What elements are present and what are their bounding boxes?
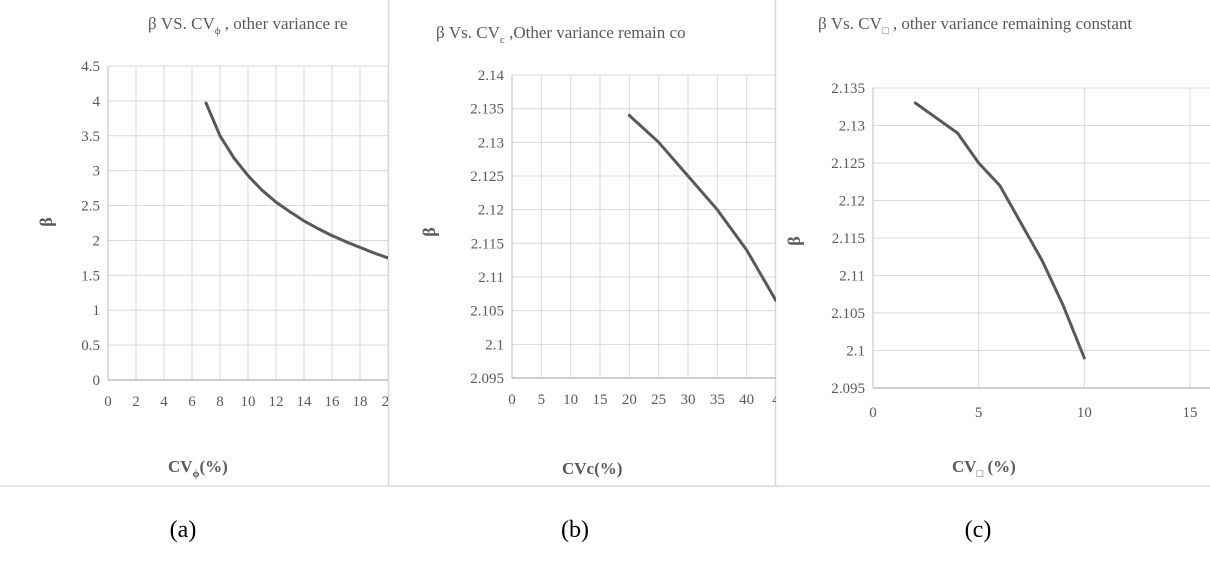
x-tick-label: 4 <box>160 394 168 410</box>
y-tick-label: 2.11 <box>478 270 504 286</box>
y-axis-label: β <box>784 236 804 245</box>
x-tick-label: 14 <box>297 394 313 410</box>
y-tick-label: 2.12 <box>478 203 504 219</box>
x-tick-label: 12 <box>269 394 284 410</box>
x-tick-label: 15 <box>593 392 608 408</box>
series-line <box>627 113 776 303</box>
y-tick-label: 2.135 <box>831 81 865 97</box>
x-tick-label: 0 <box>508 392 516 408</box>
y-tick-label: 2.105 <box>831 306 865 322</box>
y-tick-label: 2.12 <box>839 194 865 210</box>
chart-panel-a: 0 0.5 1 1.5 2 2.5 3 3.5 4 4.5 0 2 4 6 8 10 12 14 16 18 2( β V… <box>36 14 395 480</box>
y-tick-label: 2.115 <box>471 236 504 252</box>
y-tick-label: 2.5 <box>81 199 100 215</box>
x-tick-label: 10 <box>563 392 578 408</box>
y-tick-label: 3 <box>93 164 101 180</box>
y-tick-label: 3.5 <box>81 129 100 145</box>
x-tick-label: 2 <box>132 394 140 410</box>
caption-a: (a) <box>169 517 197 543</box>
x-tick-label: 4 <box>772 392 780 408</box>
y-tick-label: 4.5 <box>81 59 100 75</box>
x-tick-label: 10 <box>1077 405 1092 421</box>
x-tick-label: 15 <box>1183 405 1198 421</box>
y-tick-label: 1 <box>93 303 101 319</box>
x-tick-label: 10 <box>241 394 256 410</box>
y-tick-label: 2.11 <box>839 269 865 285</box>
y-tick-label: 4 <box>93 94 101 110</box>
y-tick-label: 2.13 <box>839 119 865 135</box>
y-tick-label: 0 <box>93 373 101 389</box>
x-tick-label: 16 <box>325 394 341 410</box>
x-tick-label: 30 <box>681 392 696 408</box>
x-tick-label: 35 <box>710 392 725 408</box>
chart-panel-c: 2.095 2.1 2.105 2.11 2.115 2.12 2.125 2.13 2.135… <box>784 14 1210 480</box>
y-tick-label: 2.14 <box>478 68 505 84</box>
x-tick-label: 6 <box>188 394 196 410</box>
y-tick-label: 2.13 <box>478 135 504 151</box>
chart-panel-b: 2.095 2.1 2.105 2.11 2.115 2.12 2.125 2.13 2.135… <box>419 23 780 478</box>
y-tick-label: 2.105 <box>470 304 504 320</box>
y-tick-label: 2.1 <box>846 344 865 360</box>
x-tick-label: 0 <box>869 405 877 421</box>
chart-title: β VS. CVϕ , other variance re <box>148 14 348 37</box>
chart-title: β Vs. CV□ , other variance remaining con… <box>818 14 1132 37</box>
caption-b: (b) <box>561 517 589 543</box>
y-tick-label: 2.095 <box>831 381 865 397</box>
series-line <box>913 101 1086 360</box>
y-tick-label: 2.135 <box>470 102 504 118</box>
x-tick-label: 18 <box>353 394 368 410</box>
y-tick-label: 2.1 <box>485 337 504 353</box>
y-tick-label: 2.125 <box>470 169 504 185</box>
x-tick-label: 0 <box>104 394 112 410</box>
y-tick-label: 2.095 <box>470 371 504 387</box>
x-tick-label: 5 <box>975 405 983 421</box>
y-tick-label: 1.5 <box>81 268 100 284</box>
series-line <box>204 101 388 260</box>
x-tick-label: 40 <box>739 392 754 408</box>
y-axis-label: β <box>419 227 439 236</box>
x-axis-label: CVc(%) <box>562 459 622 478</box>
y-axis-label: β <box>36 217 56 226</box>
x-tick-label: 8 <box>216 394 224 410</box>
x-tick-label: 2( <box>382 394 395 410</box>
x-tick-label: 20 <box>622 392 637 408</box>
x-axis-label: CVϕ(%) <box>168 457 228 480</box>
y-tick-label: 2.115 <box>832 231 865 247</box>
y-tick-label: 2 <box>93 233 101 249</box>
chart-title: β Vs. CVc ,Other variance remain co <box>436 23 686 46</box>
caption-c: (c) <box>964 517 992 543</box>
y-tick-label: 2.125 <box>831 156 865 172</box>
x-tick-label: 5 <box>538 392 546 408</box>
y-tick-label: 0.5 <box>81 338 100 354</box>
x-tick-label: 25 <box>651 392 666 408</box>
x-axis-label: CV□ (%) <box>952 457 1016 480</box>
